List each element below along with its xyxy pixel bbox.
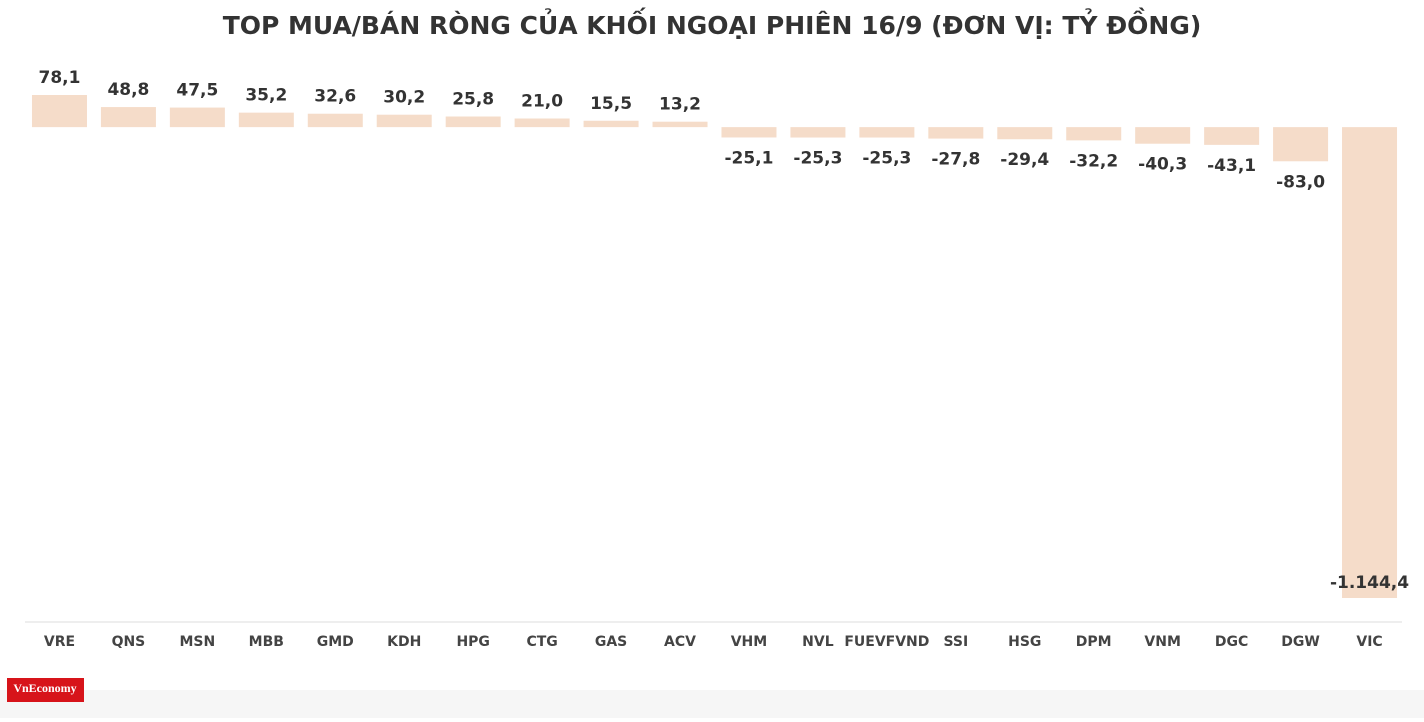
bar [169, 107, 225, 128]
value-label: 13,2 [659, 95, 701, 115]
x-tick-label: VNM [1144, 634, 1180, 650]
x-tick-label: DGC [1215, 634, 1248, 650]
value-label: 30,2 [383, 88, 425, 108]
logo-box [7, 678, 84, 702]
value-label: 25,8 [452, 90, 494, 110]
value-label: -29,4 [1000, 150, 1049, 170]
bar [790, 127, 846, 138]
value-label: -83,0 [1276, 172, 1325, 192]
bar [307, 113, 363, 128]
bar [1273, 127, 1329, 162]
x-tick-label: FUEVFVND [844, 634, 929, 650]
bar [1204, 127, 1260, 145]
bar [514, 118, 570, 128]
x-tick-label: GMD [317, 634, 354, 650]
bar [721, 127, 777, 138]
bar [445, 116, 501, 128]
x-tick-label: NVL [802, 634, 834, 650]
bar [652, 121, 708, 128]
bar [928, 127, 984, 139]
bar [376, 114, 432, 128]
x-tick-label: MBB [249, 634, 284, 650]
value-label: -43,1 [1207, 156, 1256, 176]
value-label: 78,1 [38, 68, 80, 88]
bar [1135, 127, 1191, 144]
value-label: -25,1 [724, 148, 773, 168]
value-label: -40,3 [1138, 155, 1187, 175]
bar [997, 127, 1053, 140]
chart-title: TOP MUA/BÁN RÒNG CỦA KHỐI NGOẠI PHIÊN 16… [223, 7, 1202, 40]
value-label: 35,2 [245, 86, 287, 106]
value-label: -25,3 [862, 149, 911, 169]
value-label: 48,8 [107, 80, 149, 100]
value-label: 21,0 [521, 91, 563, 111]
value-label: -32,2 [1069, 151, 1118, 171]
x-tick-label: HSG [1008, 634, 1041, 650]
x-tick-label: ACV [664, 634, 696, 650]
x-tick-label: DPM [1076, 634, 1112, 650]
x-tick-label: VHM [731, 634, 767, 650]
bar [31, 95, 87, 128]
bar [1066, 127, 1122, 141]
x-tick-label: VRE [44, 634, 75, 650]
value-label: 47,5 [176, 81, 218, 101]
value-label: -27,8 [931, 150, 980, 170]
bar [1342, 127, 1398, 598]
x-tick-label: KDH [387, 634, 421, 650]
x-tick-label: DGW [1281, 634, 1320, 650]
bar [100, 107, 156, 128]
logo: VnEconomy [13, 681, 76, 695]
value-label: 32,6 [314, 87, 356, 107]
x-tick-label: VIC [1356, 634, 1382, 650]
bar [583, 120, 639, 128]
x-tick-label: CTG [526, 634, 557, 650]
footer-band [0, 690, 1424, 718]
x-tick-label: MSN [180, 634, 216, 650]
x-tick-label: GAS [595, 634, 627, 650]
bar [238, 112, 294, 128]
x-tick-label: SSI [943, 634, 968, 650]
x-tick-label: HPG [456, 634, 489, 650]
value-label: -25,3 [793, 149, 842, 169]
value-label: 15,5 [590, 94, 632, 114]
x-tick-label: QNS [112, 634, 146, 650]
value-label: -1.144,4 [1330, 573, 1409, 593]
bar [859, 127, 915, 138]
